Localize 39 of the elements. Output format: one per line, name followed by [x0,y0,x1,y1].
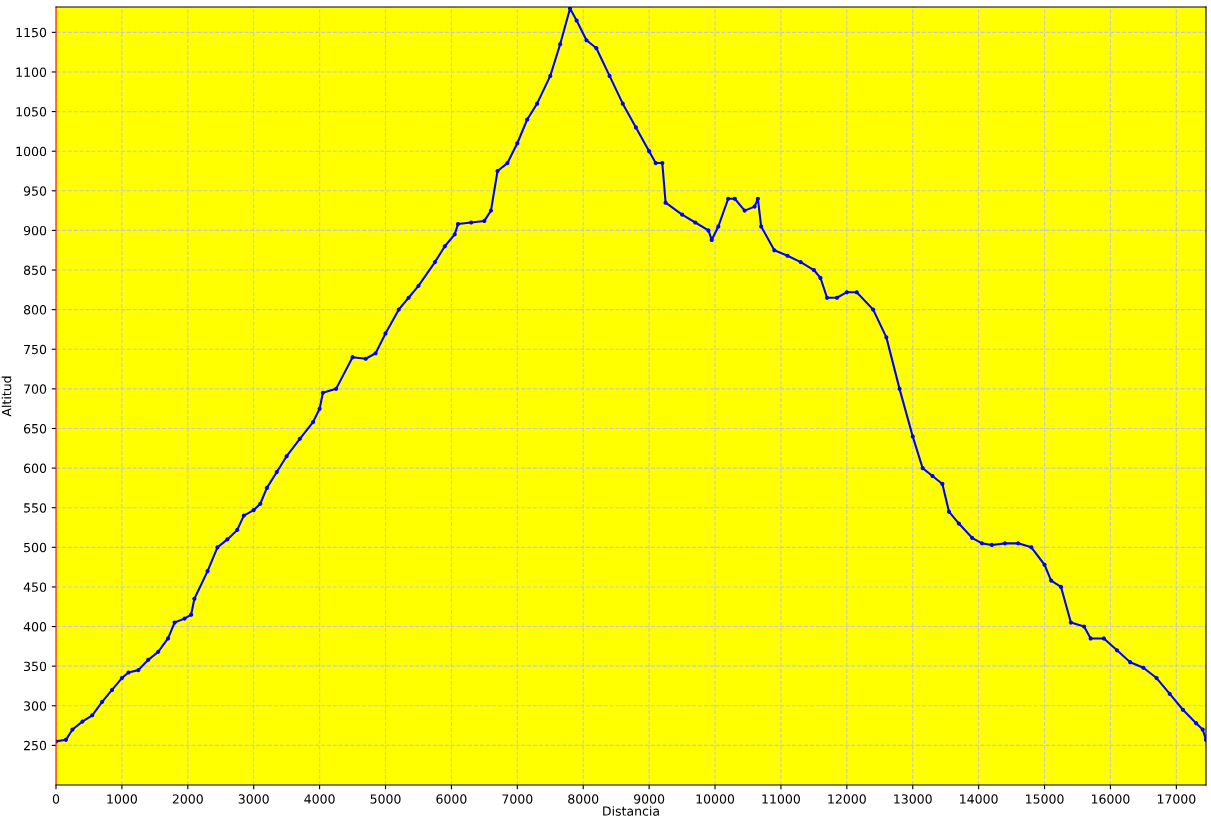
x-tick-label: 1000 [107,794,137,804]
y-tick-label: 500 [24,542,47,553]
y-tick-label: 300 [24,701,47,711]
x-tick-label: 12000 [828,794,866,804]
x-tick-label: 7000 [502,794,533,804]
y-tick-label: 900 [23,225,47,236]
x-tick-label: 14000 [960,794,998,804]
y-tick-label: 550 [24,503,47,513]
y-axis-title: Altitud [1,376,12,417]
y-tick-label: 1100 [16,67,47,77]
x-tick-label: 8000 [568,794,599,804]
x-axis-title: Distancia [603,806,659,816]
y-tick-label: 1000 [16,146,47,157]
y-tick-label: 950 [23,186,47,196]
x-tick-label: 0 [52,794,60,804]
y-tick-label: 250 [24,740,47,751]
x-tick-label: 3000 [238,794,269,804]
y-tick-label: 600 [23,463,47,474]
x-tick-label: 13000 [894,794,932,804]
x-tick-label: 2000 [172,794,203,804]
x-tick-label: 17000 [1157,794,1196,804]
y-tick-label: 750 [24,344,47,355]
x-tick-label: 6000 [436,794,467,804]
y-tick-label: 1150 [16,27,47,38]
x-tick-label: 9000 [634,794,665,804]
y-tick-label: 850 [23,265,47,275]
x-tick-label: 4000 [304,794,335,804]
x-tick-label: 15000 [1026,794,1064,804]
x-tick-label: 16000 [1091,794,1130,804]
x-tick-label: 5000 [370,794,401,804]
y-tick-label: 450 [23,582,47,592]
y-tick-label: 400 [23,622,47,632]
x-tick-label: 11000 [762,794,800,804]
y-tick-label: 800 [23,305,47,315]
y-tick-label: 350 [24,661,47,672]
x-tick-label: 10000 [696,794,735,804]
y-tick-label: 700 [24,384,47,394]
y-tick-label: 650 [23,423,47,434]
y-tick-label: 1050 [16,107,47,117]
